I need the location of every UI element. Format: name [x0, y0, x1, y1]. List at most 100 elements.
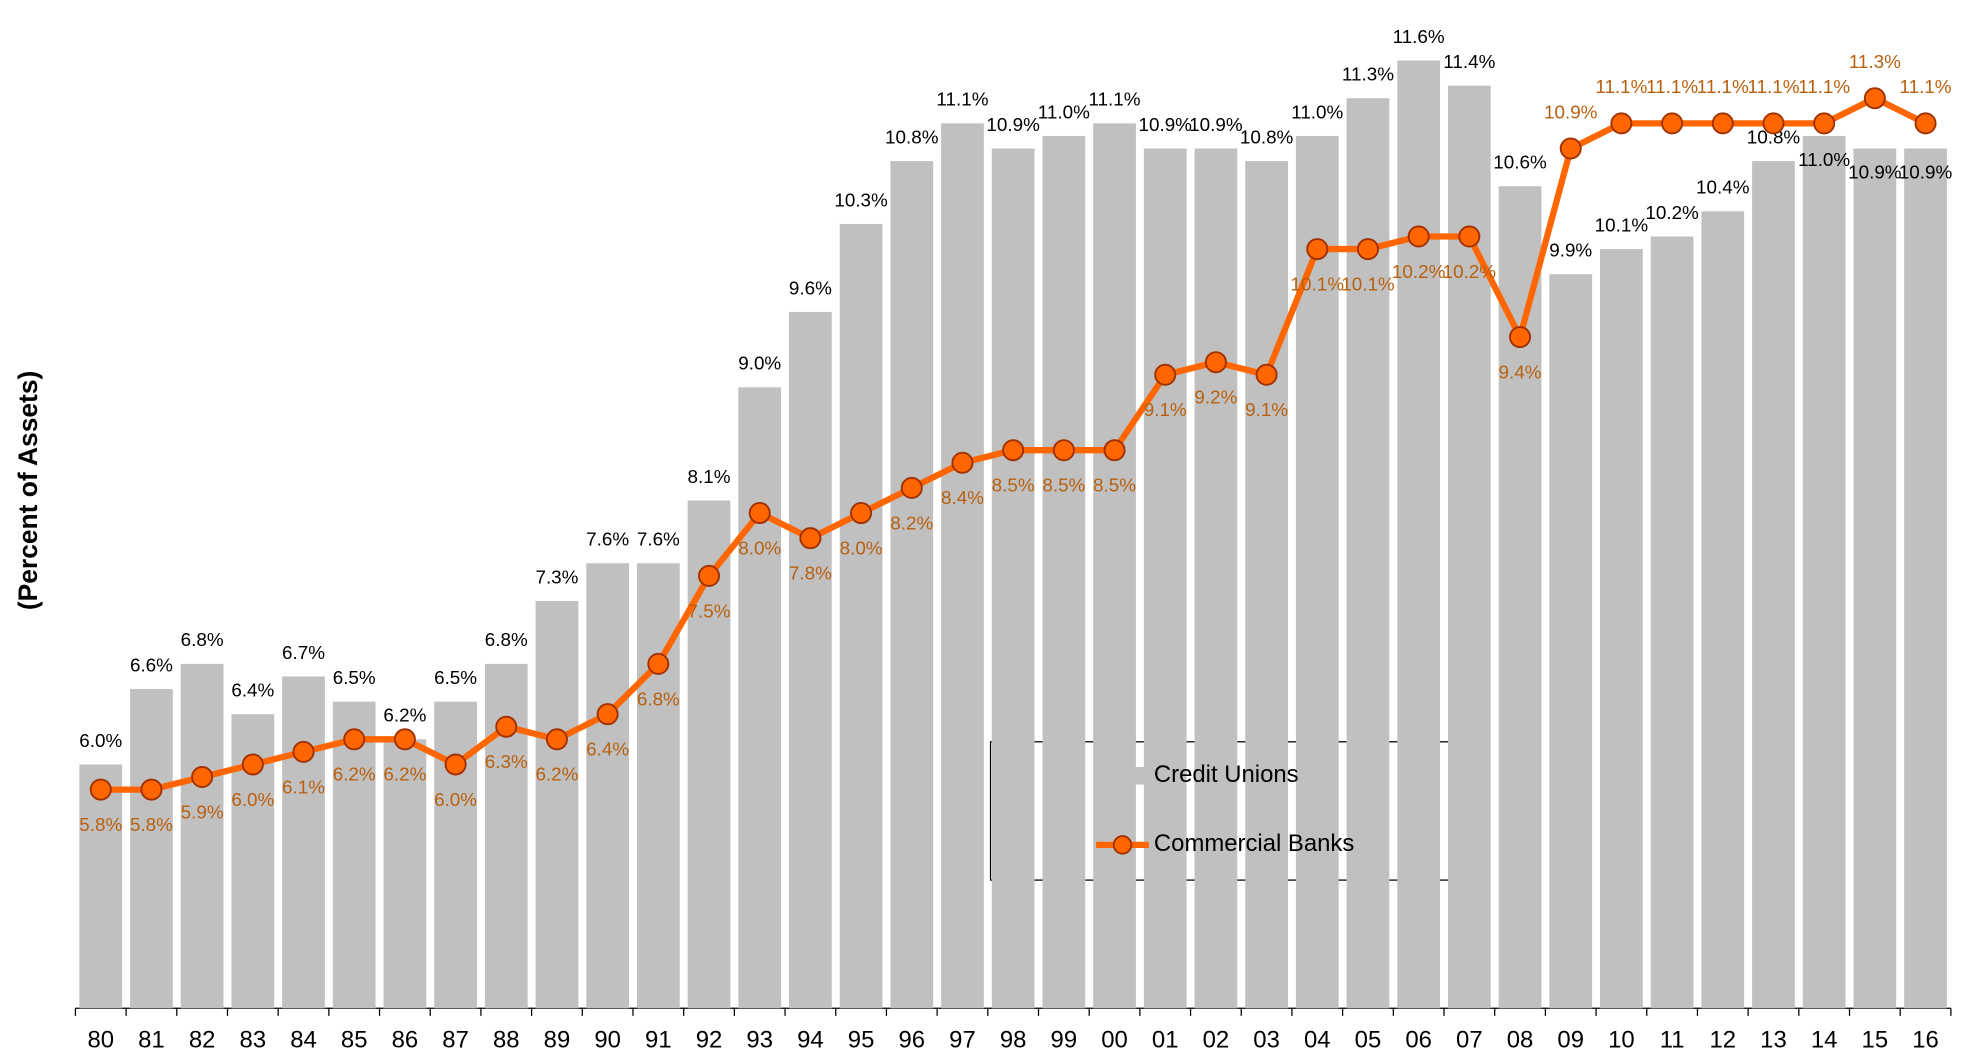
bar-value-label: 9.0%: [738, 353, 781, 374]
bar: [332, 701, 376, 1009]
line-marker: [647, 652, 670, 675]
line-marker: [1813, 112, 1836, 135]
line-value-label: 10.2%: [1392, 261, 1446, 282]
line-value-label: 11.1%: [1697, 76, 1749, 97]
x-tick-label: 93: [746, 1026, 773, 1053]
bar: [434, 701, 477, 1009]
line-marker: [1509, 326, 1532, 349]
bar: [1650, 236, 1694, 1009]
line-marker: [1103, 439, 1126, 462]
y-axis-title: (Percent of Assets): [13, 371, 43, 610]
line-value-label: 11.3%: [1849, 51, 1901, 72]
line-value-label: 5.8%: [79, 814, 122, 835]
line-marker: [698, 564, 721, 587]
line-value-label: 8.0%: [738, 537, 781, 558]
line-marker: [1458, 225, 1481, 248]
x-tick-label: 97: [949, 1026, 976, 1053]
bar-value-label: 11.6%: [1393, 26, 1445, 47]
x-tick-label: 85: [341, 1026, 368, 1053]
bar: [282, 676, 325, 1009]
x-tick-label: 90: [594, 1026, 621, 1053]
bar-value-label: 10.9%: [1899, 162, 1953, 183]
x-tick-label: 86: [392, 1026, 419, 1053]
bar-value-label: 10.8%: [1747, 126, 1801, 147]
bar: [1600, 249, 1643, 1009]
line-value-label: 5.8%: [130, 814, 173, 835]
line-marker: [1407, 225, 1430, 248]
x-tick-label: 13: [1760, 1026, 1787, 1053]
line-value-label: 6.1%: [282, 776, 325, 797]
bar: [1245, 161, 1288, 1009]
x-tick-label: 98: [1000, 1026, 1027, 1053]
x-tick-label: 83: [240, 1026, 267, 1053]
bar: [1143, 148, 1187, 1009]
x-tick-label: 07: [1456, 1026, 1483, 1053]
line-value-label: 6.0%: [231, 789, 274, 810]
bar: [839, 223, 883, 1009]
line-value-label: 8.0%: [840, 537, 883, 558]
line-value-label: 11.1%: [1900, 76, 1952, 97]
line-marker: [1762, 112, 1785, 135]
bar-value-label: 11.0%: [1291, 101, 1343, 122]
bar: [1397, 60, 1441, 1009]
line-marker: [1559, 137, 1582, 160]
bar: [1194, 148, 1238, 1009]
bar-value-label: 11.0%: [1798, 149, 1850, 170]
line-value-label: 6.2%: [333, 764, 376, 785]
line-value-label: 8.2%: [890, 512, 933, 533]
line-value-label: 6.3%: [485, 751, 528, 772]
bar: [1904, 148, 1947, 1009]
x-tick-label: 91: [645, 1026, 672, 1053]
line-value-label: 8.5%: [1042, 475, 1085, 496]
x-tick-label: 88: [493, 1026, 520, 1053]
line-marker: [140, 778, 163, 801]
line-marker: [1002, 439, 1025, 462]
x-tick-label: 89: [544, 1026, 571, 1053]
x-tick-label: 84: [290, 1026, 317, 1053]
line-marker: [89, 778, 112, 801]
line-value-label: 8.4%: [941, 487, 984, 508]
legend-label: Credit Unions: [1154, 761, 1299, 788]
bar: [1295, 135, 1339, 1009]
line-value-label: 6.0%: [434, 789, 477, 810]
x-tick-label: 06: [1405, 1026, 1432, 1053]
bar-value-label: 10.1%: [1595, 214, 1649, 235]
x-tick-label: 03: [1253, 1026, 1280, 1053]
bar: [1549, 274, 1593, 1009]
x-tick-label: 87: [442, 1026, 469, 1053]
bar: [535, 601, 579, 1009]
line-marker: [1255, 363, 1278, 386]
line-value-label: 10.1%: [1291, 274, 1345, 295]
x-tick-label: 14: [1811, 1026, 1838, 1053]
bar-value-label: 8.1%: [688, 466, 731, 487]
bar: [1802, 135, 1846, 1009]
x-tick-label: 92: [696, 1026, 723, 1053]
bar-value-label: 6.0%: [79, 730, 122, 751]
x-tick-label: 99: [1051, 1026, 1078, 1053]
line-marker: [1863, 87, 1886, 110]
line-value-label: 11.1%: [1747, 76, 1799, 97]
line-marker: [1610, 112, 1633, 135]
bar: [130, 689, 173, 1009]
bar-value-label: 11.4%: [1443, 51, 1495, 72]
bar: [1853, 148, 1897, 1009]
line-marker: [1356, 238, 1379, 261]
bar-value-label: 7.3%: [535, 566, 578, 587]
bar-value-label: 10.9%: [986, 114, 1040, 135]
line-marker: [799, 527, 822, 550]
line-value-label: 10.1%: [1341, 274, 1395, 295]
bar-value-label: 10.9%: [1139, 114, 1193, 135]
bar-value-label: 9.6%: [789, 277, 832, 298]
bar-value-label: 6.7%: [282, 642, 325, 663]
bar-value-label: 6.8%: [485, 629, 528, 650]
line-value-label: 11.1%: [1798, 76, 1850, 97]
bar: [991, 148, 1035, 1009]
line-value-label: 7.5%: [688, 600, 731, 621]
bar-value-label: 6.5%: [434, 667, 477, 688]
bar: [1346, 98, 1390, 1009]
bar: [586, 563, 630, 1009]
line-value-label: 6.4%: [586, 739, 629, 760]
x-tick-label: 15: [1862, 1026, 1889, 1053]
bar-value-label: 9.9%: [1549, 240, 1592, 261]
line-marker: [343, 728, 366, 751]
